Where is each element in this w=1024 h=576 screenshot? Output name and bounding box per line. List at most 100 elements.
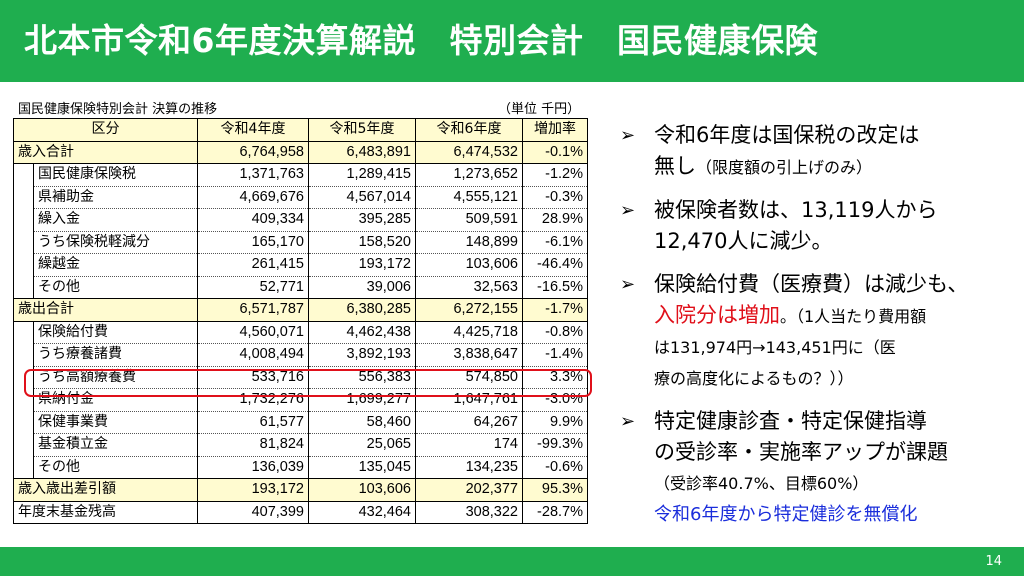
table-row: うち保険税軽減分 165,170 158,520 148,899 -6.1%	[14, 230, 588, 254]
cell-r6: 6,272,155	[415, 298, 523, 322]
indent-cell	[13, 163, 34, 299]
cell-r4: 4,008,494	[197, 343, 309, 367]
bullet-text-red: 入院分は増加	[654, 303, 780, 327]
bullet-text: 無し（限度額の引上げのみ）	[654, 151, 1014, 183]
arrow-bullet-icon: ➢	[620, 274, 636, 295]
cell-rate: 3.3%	[522, 365, 588, 389]
cell-rate: -1.4%	[522, 343, 588, 367]
table-unit: （単位 千円）	[498, 102, 581, 117]
cell-rate: 95.3%	[522, 478, 588, 502]
row-label: うち保険税軽減分	[33, 230, 198, 254]
cell-r5: 58,460	[308, 410, 416, 434]
bullet-text: 療の高度化によるもの？））	[654, 369, 854, 388]
row-label: 繰入金	[33, 208, 198, 232]
arrow-bullet-icon: ➢	[620, 200, 636, 221]
bullet-text: 保険給付費（医療費）は減少も、	[654, 272, 969, 296]
cell-r4: 1,371,763	[197, 163, 309, 187]
cell-r5: 4,462,438	[308, 320, 416, 344]
bullet-text: （受診率40.7%、目標60%）	[654, 474, 869, 493]
cell-r4: 407,399	[197, 500, 309, 524]
table-row: 保健事業費 61,577 58,460 64,267 9.9%	[14, 410, 588, 434]
cell-r5: 432,464	[308, 500, 416, 524]
bullet-text-main: 無し	[654, 154, 696, 178]
row-label: 県補助金	[33, 185, 198, 209]
cell-r4: 81,824	[197, 433, 309, 457]
cell-r6: 1,273,652	[415, 163, 523, 187]
header-r6: 令和6年度	[415, 118, 523, 142]
bullet-insured: ➢ 被保険者数は、13,119人から 12,470人に減少。	[614, 195, 1014, 257]
cell-r4: 6,764,958	[197, 140, 309, 164]
row-label: 基金積立金	[33, 433, 198, 457]
bullet-text: 令和6年度は国保税の改定は	[654, 123, 920, 147]
table-row: その他 136,039 135,045 134,235 -0.6%	[14, 455, 588, 479]
table-caption: 国民健康保険特別会計 決算の推移	[18, 102, 218, 117]
cell-r4: 6,571,787	[197, 298, 309, 322]
header-rate: 増加率	[522, 118, 588, 142]
arrow-bullet-icon: ➢	[620, 125, 636, 146]
cell-r6: 6,474,532	[415, 140, 523, 164]
cell-r5: 25,065	[308, 433, 416, 457]
table-row: 繰入金 409,334 395,285 509,591 28.9%	[14, 208, 588, 232]
bullet-text: 特定健康診査・特定保健指導	[654, 409, 927, 433]
cell-rate: 28.9%	[522, 208, 588, 232]
cell-rate: -1.2%	[522, 163, 588, 187]
cell-rate: -0.8%	[522, 320, 588, 344]
table-row-fund-balance: 年度末基金残高 407,399 432,464 308,322 -28.7%	[13, 500, 588, 524]
cell-r6: 174	[415, 433, 523, 457]
row-label: 保険給付費	[33, 320, 198, 344]
cell-r5: 6,380,285	[308, 298, 416, 322]
bullet-text: は131,974円→143,451円に（医	[654, 338, 896, 357]
table-row-expenditure-total: 歳出合計 6,571,787 6,380,285 6,272,155 -1.7%	[13, 298, 588, 322]
table-header-row: 区分 令和4年度 令和5年度 令和6年度 増加率	[13, 118, 588, 142]
row-label: 繰越金	[33, 253, 198, 277]
cell-r4: 261,415	[197, 253, 309, 277]
row-label: その他	[33, 455, 198, 479]
cell-r6: 3,838,647	[415, 343, 523, 367]
header-r4: 令和4年度	[197, 118, 309, 142]
page-number: 14	[985, 554, 1002, 569]
cell-r6: 32,563	[415, 275, 523, 299]
header-category: 区分	[13, 118, 198, 142]
cell-r4: 4,669,676	[197, 185, 309, 209]
bullet-benefits: ➢ 保険給付費（医療費）は減少も、 入院分は増加。（1人当たり費用額 は131,…	[614, 269, 1014, 394]
cell-rate: 9.9%	[522, 410, 588, 434]
cell-r6: 134,235	[415, 455, 523, 479]
cell-r5: 193,172	[308, 253, 416, 277]
cell-r4: 61,577	[197, 410, 309, 434]
footer-bar: 14	[0, 547, 1024, 576]
arrow-bullet-icon: ➢	[620, 411, 636, 432]
bullet-text: 入院分は増加。（1人当たり費用額	[654, 300, 1014, 332]
cell-r6: 202,377	[415, 478, 523, 502]
bullet-text-blue: 令和6年度から特定健診を無償化	[654, 504, 918, 525]
bullet-text-small: （限度額の引上げのみ）	[696, 158, 873, 177]
table-row: 国民健康保険税 1,371,763 1,289,415 1,273,652 -1…	[13, 163, 588, 299]
table-row: 県補助金 4,669,676 4,567,014 4,555,121 -0.3%	[14, 185, 588, 209]
row-label: 年度末基金残高	[13, 500, 198, 524]
row-label: 歳入歳出差引額	[13, 478, 198, 502]
row-label: その他	[33, 275, 198, 299]
cell-r5: 103,606	[308, 478, 416, 502]
bullet-text: の受診率・実施率アップが課題	[654, 440, 948, 464]
title-bar: 北本市令和6年度決算解説 特別会計 国民健康保険	[0, 0, 1024, 82]
cell-r4: 165,170	[197, 230, 309, 254]
cell-r6: 148,899	[415, 230, 523, 254]
cell-rate: -16.5%	[522, 275, 588, 299]
cell-r4: 193,172	[197, 478, 309, 502]
table-row: うち療養諸費 4,008,494 3,892,193 3,838,647 -1.…	[14, 343, 588, 367]
cell-rate: -99.3%	[522, 433, 588, 457]
cell-r5: 1,289,415	[308, 163, 416, 187]
cell-rate: -0.3%	[522, 185, 588, 209]
bullet-tax-revision: ➢ 令和6年度は国保税の改定は 無し（限度額の引上げのみ）	[614, 120, 1014, 183]
cell-rate: -6.1%	[522, 230, 588, 254]
cell-r6: 4,555,121	[415, 185, 523, 209]
cell-r6: 4,425,718	[415, 320, 523, 344]
cell-r5: 3,892,193	[308, 343, 416, 367]
cell-rate: -1.7%	[522, 298, 588, 322]
bullet-health-checkup: ➢ 特定健康診査・特定保健指導 の受診率・実施率アップが課題 （受診率40.7%…	[614, 406, 1014, 530]
row-label: 国民健康保険税	[33, 163, 198, 187]
cell-r4: 136,039	[197, 455, 309, 479]
cell-r5: 6,483,891	[308, 140, 416, 164]
cell-rate: -28.7%	[522, 500, 588, 524]
table-row-highlighted: うち高額療養費 533,716 556,383 574,850 3.3%	[14, 365, 588, 389]
page-title: 北本市令和6年度決算解説 特別会計 国民健康保険	[24, 21, 818, 60]
